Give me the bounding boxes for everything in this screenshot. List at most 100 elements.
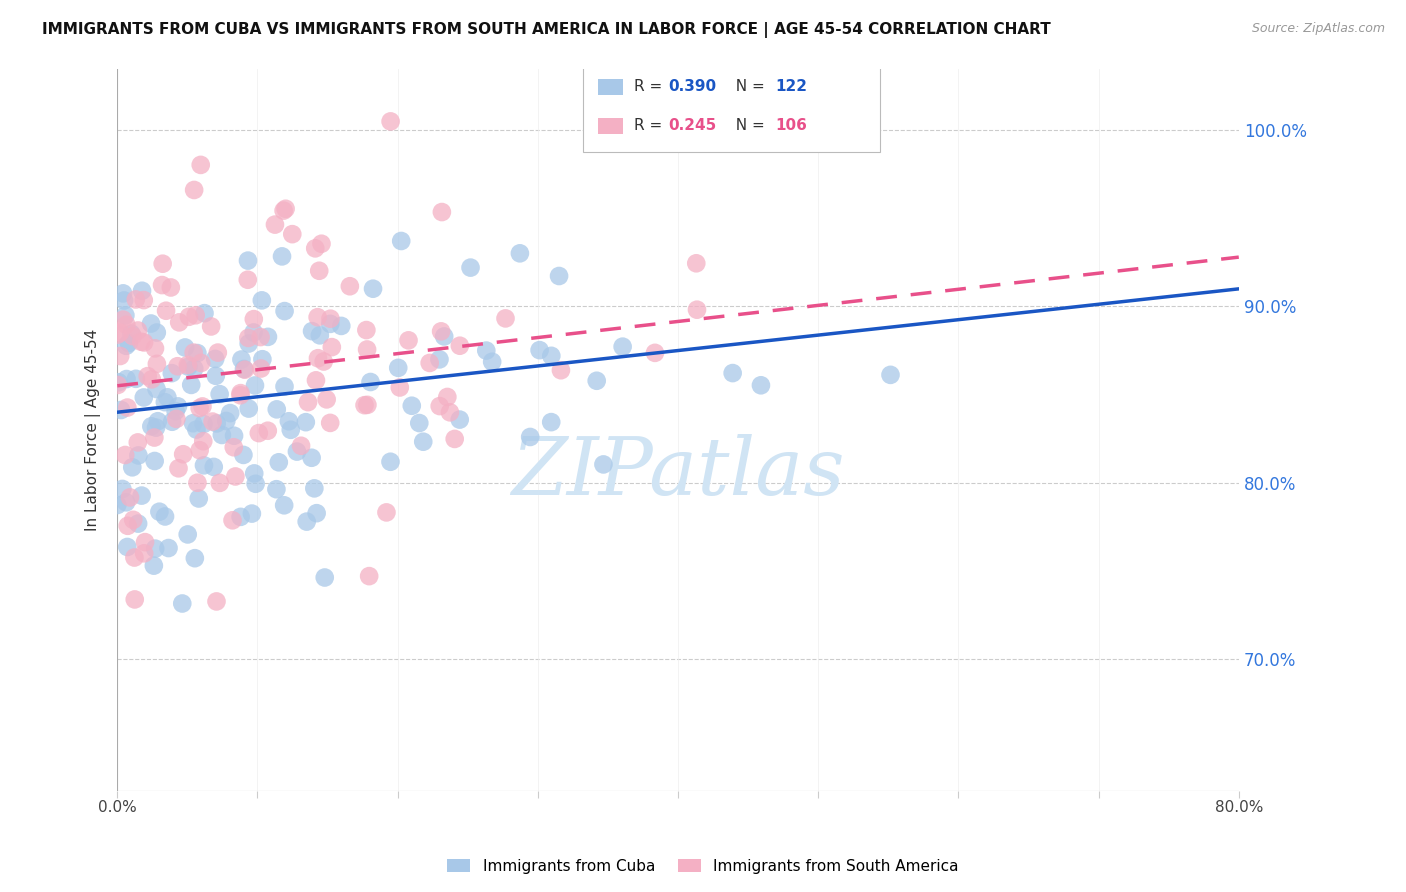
Point [211,428,233,442]
Point [112,312,135,326]
Point [267,455,290,469]
Point [231,352,253,367]
Point [160,415,183,429]
Point [177,358,200,372]
Text: 80.0%: 80.0% [1215,800,1263,815]
Point [408,416,430,430]
Point [124,550,146,565]
Point [356,323,378,337]
Point [361,282,384,296]
Point [186,475,208,490]
Point [295,515,318,529]
Point [183,361,205,376]
Point [114,308,136,322]
Point [509,246,531,260]
Text: Source: ZipAtlas.com: Source: ZipAtlas.com [1251,22,1385,36]
Point [387,360,409,375]
Point [271,249,294,263]
Point [165,412,187,426]
Point [273,203,295,218]
Point [273,379,295,393]
Point [592,458,614,472]
Point [305,506,328,520]
Point [436,390,458,404]
Point [181,416,204,430]
Point [721,366,744,380]
Point [153,395,176,409]
Point [273,498,295,512]
Point [319,416,342,430]
Point [177,359,200,374]
Point [419,356,441,370]
Point [540,415,562,429]
Point [389,234,412,248]
Point [247,426,270,441]
Point [250,361,273,376]
Point [301,324,323,338]
Point [285,444,308,458]
Point [412,434,434,449]
Point [229,509,252,524]
Point [222,440,245,454]
Point [132,293,155,307]
Point [519,430,541,444]
Text: 0.245: 0.245 [668,119,716,133]
Point [221,513,243,527]
Point [305,373,328,387]
Point [240,507,263,521]
Point [110,403,132,417]
Point [118,491,141,505]
Point [143,342,166,356]
Point [141,419,163,434]
Point [152,257,174,271]
Point [125,372,148,386]
Point [232,448,254,462]
Point [273,304,295,318]
Point [141,372,163,386]
Point [443,432,465,446]
Legend: Immigrants from Cuba, Immigrants from South America: Immigrants from Cuba, Immigrants from So… [441,853,965,880]
Point [224,469,246,483]
Point [281,227,304,242]
Point [134,535,156,549]
Point [201,415,224,429]
Point [314,570,336,584]
Point [139,317,162,331]
Point [127,449,149,463]
Point [356,398,378,412]
Point [111,482,134,496]
Point [186,346,208,360]
Point [177,310,200,324]
Point [295,415,318,429]
Point [188,401,211,415]
Point [172,597,194,611]
Point [236,273,259,287]
Point [153,509,176,524]
Point [204,351,226,366]
Point [129,334,152,349]
Point [277,414,299,428]
Point [205,594,228,608]
Point [312,354,335,368]
Point [200,319,222,334]
Point [339,279,361,293]
Text: IMMIGRANTS FROM CUBA VS IMMIGRANTS FROM SOUTH AMERICA IN LABOR FORCE | AGE 45-54: IMMIGRANTS FROM CUBA VS IMMIGRANTS FROM … [42,22,1050,38]
Point [134,546,156,560]
Point [585,374,607,388]
Point [187,491,209,506]
Point [644,346,666,360]
Point [495,311,517,326]
Point [375,505,398,519]
Point [308,264,330,278]
Text: ZIPatlas: ZIPatlas [512,434,845,512]
Point [205,417,228,431]
Point [108,326,131,340]
Point [127,516,149,531]
Point [125,293,148,307]
Point [193,434,215,449]
Point [229,386,252,401]
Point [167,461,190,475]
Point [243,378,266,392]
Point [481,355,503,369]
Point [146,414,169,428]
